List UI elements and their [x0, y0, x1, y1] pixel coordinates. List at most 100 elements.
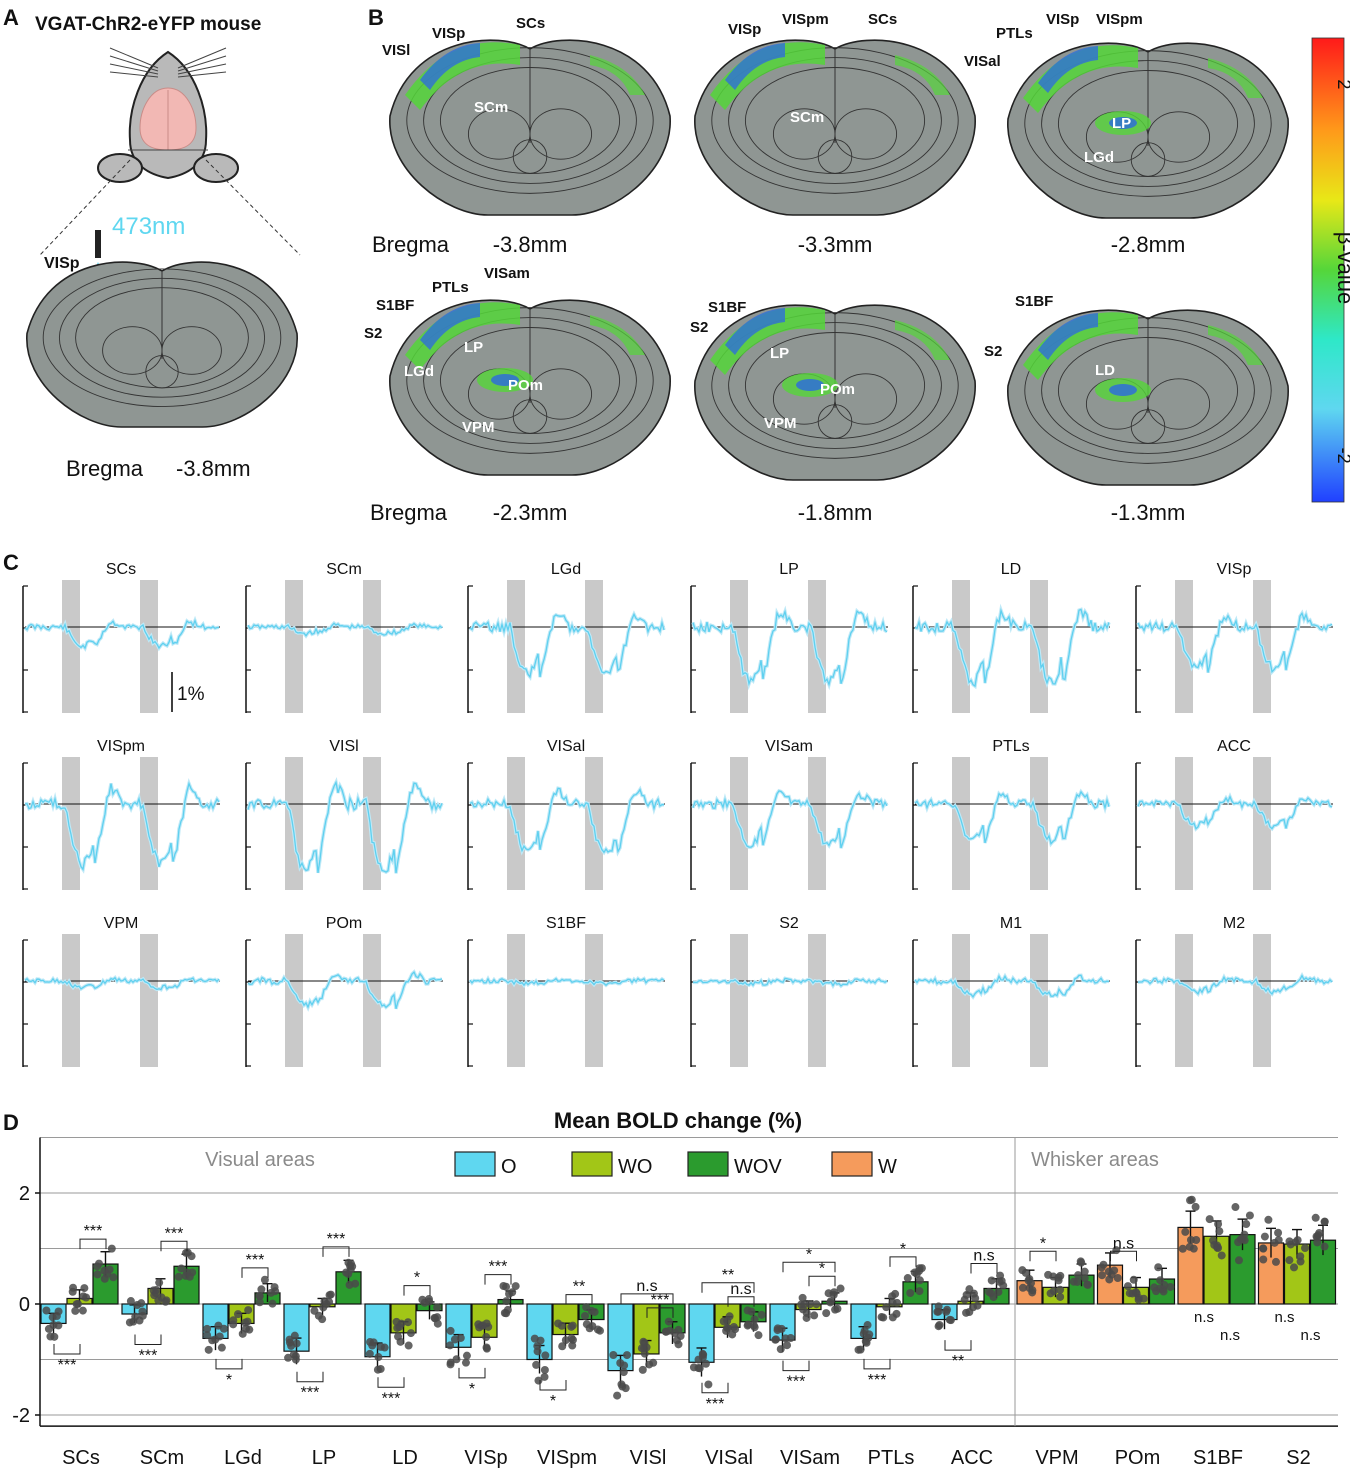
data-point [882, 1303, 891, 1312]
group-label-whisker: Whisker areas [1031, 1149, 1159, 1171]
data-point [1320, 1217, 1329, 1226]
data-point [638, 1365, 647, 1374]
data-point [1076, 1257, 1085, 1266]
trace-line [692, 977, 888, 987]
data-point [71, 1306, 80, 1315]
activation-blue [725, 43, 785, 90]
stim-bar [140, 934, 158, 1067]
data-point [830, 1288, 839, 1297]
thalamus-right [161, 326, 222, 375]
data-point [285, 1335, 294, 1344]
x-tick-label: VISal [705, 1447, 753, 1469]
significance-bracket [701, 1382, 729, 1394]
significance-label: n.s [636, 1278, 657, 1295]
data-point [776, 1345, 785, 1354]
slice-bregma-value: -3.3mm [798, 232, 873, 257]
zoom-line-right [205, 159, 301, 256]
data-point [255, 1291, 264, 1300]
midbrain [145, 355, 179, 389]
stim-bar [1175, 934, 1193, 1067]
data-point [215, 1332, 224, 1341]
significance-bracket [322, 1246, 350, 1257]
data-point [704, 1380, 713, 1389]
slice-region-label: SCm [474, 99, 508, 116]
activation-blue [1038, 46, 1098, 93]
data-point [541, 1351, 550, 1360]
activation-thalamus-core [796, 379, 824, 391]
y-tick-label: 0 [19, 1294, 30, 1316]
data-point [450, 1335, 459, 1344]
data-point [609, 1351, 618, 1360]
data-point [446, 1341, 455, 1350]
data-point [568, 1321, 577, 1330]
zoom-line-left [39, 159, 131, 256]
data-point [54, 1321, 63, 1330]
thalamus-right [834, 108, 898, 160]
data-point [50, 1332, 59, 1341]
data-point [1301, 1244, 1310, 1253]
data-point [540, 1365, 549, 1374]
stim-bar [507, 934, 525, 1067]
data-point [44, 1324, 53, 1333]
data-point [1181, 1227, 1190, 1236]
data-point [750, 1315, 759, 1324]
data-point [997, 1276, 1006, 1285]
data-point [183, 1248, 192, 1257]
data-point [1080, 1267, 1089, 1276]
cortex-layer [711, 47, 959, 194]
significance-label: n.s [1194, 1309, 1214, 1326]
data-point [701, 1359, 710, 1368]
data-point [245, 1325, 254, 1334]
significance-label: n.s [1300, 1327, 1320, 1344]
data-point [530, 1334, 539, 1343]
data-point [291, 1355, 300, 1364]
data-point [243, 1317, 252, 1326]
thalamus-right [1147, 111, 1211, 163]
data-point [722, 1326, 731, 1335]
activation-green [710, 42, 825, 110]
data-point [987, 1276, 996, 1285]
data-point [799, 1305, 808, 1314]
activation-green-right [590, 55, 645, 95]
significance-label: *** [787, 1374, 806, 1391]
trace-sem [469, 785, 664, 857]
data-point [1205, 1215, 1214, 1224]
activation-blue [1038, 313, 1098, 360]
slice-region-label: VISal [964, 53, 1001, 70]
data-point [94, 1259, 103, 1268]
thalamus-right [1147, 378, 1211, 430]
trace-sem [914, 603, 1111, 690]
midbrain [512, 139, 548, 174]
panel-b-bregma-label-top: Bregma [372, 232, 450, 257]
data-point [257, 1285, 266, 1294]
data-point [93, 1270, 102, 1279]
data-point [1215, 1227, 1224, 1236]
significance-bracket [944, 1340, 972, 1351]
trace-panel-VISp [1135, 580, 1333, 713]
trace-panel-VISal [467, 757, 665, 890]
slice-region-label: S2 [690, 319, 708, 336]
trace-panel-M1 [912, 934, 1110, 1067]
data-point [177, 1264, 186, 1273]
data-point [268, 1299, 277, 1308]
data-point [80, 1284, 89, 1293]
activation-blue [420, 303, 480, 350]
data-point [962, 1308, 971, 1317]
slice-bregma-value: -2.8mm [1111, 232, 1186, 257]
trace-panel-LD [912, 580, 1111, 713]
data-point [1178, 1244, 1187, 1253]
significance-bracket [808, 1275, 836, 1287]
legend-label: W [878, 1156, 897, 1178]
panel-a-title: VGAT-ChR2-eYFP mouse [35, 14, 261, 35]
legend-swatch-WO [571, 1151, 613, 1177]
significance-bracket [403, 1285, 431, 1296]
significance-label: n.s [1220, 1327, 1240, 1344]
data-point [229, 1316, 238, 1325]
data-point [826, 1297, 835, 1306]
data-point [404, 1341, 413, 1350]
data-point [1274, 1235, 1283, 1244]
x-tick-label: VISpm [537, 1447, 597, 1469]
data-point [292, 1339, 301, 1348]
stim-bar [1253, 934, 1271, 1067]
trace-line [469, 977, 665, 987]
